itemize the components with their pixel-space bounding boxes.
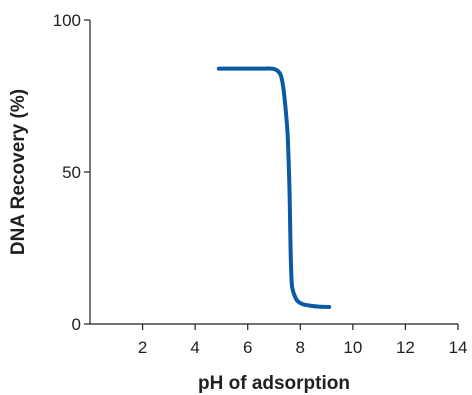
x-tick-label: 2: [138, 338, 147, 357]
y-axis: 0 50 100: [53, 11, 91, 334]
y-tick-label: 50: [62, 163, 81, 182]
x-tick-label: 10: [343, 338, 362, 357]
x-tick-label: 8: [296, 338, 305, 357]
x-axis: 2 4 6 8 10 12 14: [90, 323, 468, 357]
y-tick-label: 0: [72, 315, 81, 334]
y-tick-label: 100: [53, 11, 81, 30]
plot-area: [216, 66, 332, 309]
x-tick-label: 4: [190, 338, 199, 357]
x-axis-title: pH of adsorption: [198, 373, 350, 394]
x-tick-label: 14: [449, 338, 468, 357]
x-tick-label: 12: [396, 338, 415, 357]
series-line: [216, 66, 332, 309]
y-axis-title: DNA Recovery (%): [8, 89, 29, 255]
x-tick-label: 6: [243, 338, 252, 357]
